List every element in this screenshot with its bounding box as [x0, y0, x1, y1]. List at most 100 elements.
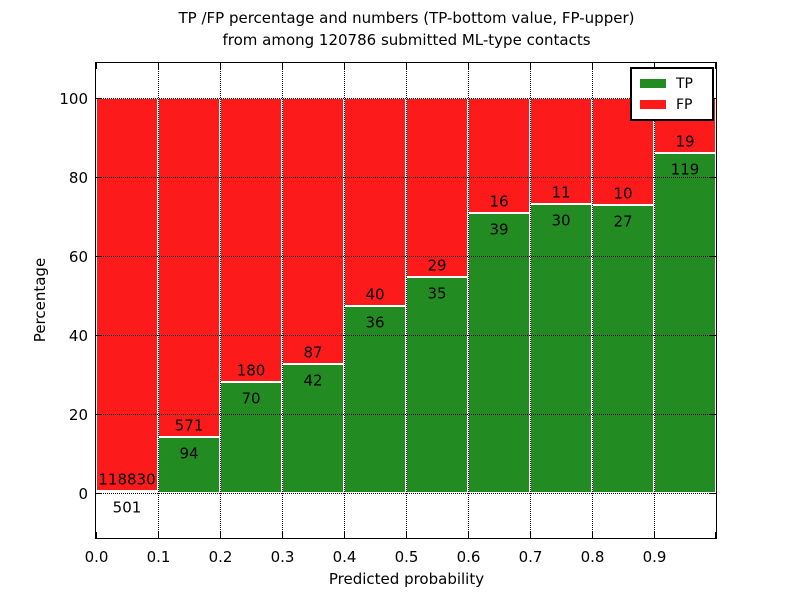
tp-count-label-0: 501: [112, 498, 142, 517]
bar-segment-tp-1: [158, 437, 220, 493]
fp-count-label-1: 571: [174, 416, 204, 435]
x-tick-bottom-10: [715, 532, 716, 538]
x-tick-label-0.3: 0.3: [270, 548, 295, 566]
x-tick-top-8: [592, 63, 593, 69]
x-tick-top-3: [282, 63, 283, 69]
bar-segment-tp-0: [96, 491, 158, 494]
legend: TP FP: [630, 67, 714, 121]
x-tick-top-9: [654, 63, 655, 69]
gridline-vertical-4: [344, 63, 345, 538]
bar-segment-tp-7: [530, 203, 592, 493]
y-tick-label-80: 80: [68, 168, 88, 187]
fp-count-label-8: 10: [613, 184, 633, 203]
x-tick-bottom-4: [344, 532, 345, 538]
bar-segment-fp-3: [282, 98, 344, 365]
fp-count-label-7: 11: [551, 183, 571, 202]
gridline-vertical-5: [406, 63, 407, 538]
gridline-horizontal-20: [96, 414, 716, 415]
tp-count-label-8: 27: [613, 212, 633, 231]
y-tick-right-60: [710, 256, 716, 257]
x-tick-bottom-3: [282, 532, 283, 538]
y-tick-label-100: 100: [59, 89, 88, 108]
fp-count-label-9: 19: [675, 132, 695, 150]
gridline-vertical-8: [592, 63, 593, 538]
y-tick-label-40: 40: [68, 326, 88, 345]
y-tick-label-20: 20: [68, 405, 88, 424]
x-tick-bottom-8: [592, 532, 593, 538]
x-tick-bottom-0: [96, 532, 97, 538]
y-tick-left-20: [96, 414, 102, 415]
x-tick-label-0.6: 0.6: [456, 548, 481, 566]
tp-count-label-7: 30: [551, 211, 571, 230]
gridline-horizontal-40: [96, 335, 716, 336]
gridline-vertical-7: [530, 63, 531, 538]
legend-label-tp: TP: [676, 75, 693, 92]
legend-swatch-tp: [640, 79, 666, 88]
chart-title-line1: TP /FP percentage and numbers (TP-bottom…: [178, 9, 635, 27]
tp-count-label-1: 94: [179, 444, 199, 463]
x-tick-label-0.1: 0.1: [146, 548, 171, 566]
gridline-vertical-6: [468, 63, 469, 538]
gridline-vertical-9: [654, 63, 655, 538]
x-tick-top-0: [96, 63, 97, 69]
x-tick-bottom-7: [530, 532, 531, 538]
bar-segment-tp-4: [344, 305, 406, 493]
chart-title: TP /FP percentage and numbers (TP-bottom…: [95, 7, 718, 51]
y-tick-right-20: [710, 414, 716, 415]
gridline-horizontal-0: [96, 493, 716, 494]
bar-segment-tp-5: [406, 276, 468, 493]
bar-segment-tp-3: [282, 364, 344, 493]
x-tick-bottom-6: [468, 532, 469, 538]
tp-count-label-6: 39: [489, 220, 509, 239]
y-tick-right-80: [710, 177, 716, 178]
x-tick-top-2: [220, 63, 221, 69]
gridline-vertical-2: [220, 63, 221, 538]
y-tick-label-60: 60: [68, 247, 88, 266]
fp-count-label-4: 40: [365, 285, 385, 304]
tp-count-label-2: 70: [241, 389, 261, 408]
gridline-horizontal-80: [96, 177, 716, 178]
legend-swatch-fp: [640, 100, 666, 109]
x-tick-bottom-1: [158, 532, 159, 538]
gridline-vertical-1: [158, 63, 159, 538]
tp-count-label-3: 42: [303, 371, 323, 390]
bar-segment-tp-9: [654, 152, 716, 493]
y-tick-right-40: [710, 335, 716, 336]
tp-count-label-9: 119: [670, 160, 700, 178]
tp-count-label-4: 36: [365, 313, 385, 332]
x-axis-label: Predicted probability: [328, 570, 485, 588]
x-tick-bottom-9: [654, 532, 655, 538]
y-tick-left-80: [96, 177, 102, 178]
tp-count-label-5: 35: [427, 284, 447, 303]
legend-entry-tp: TP: [640, 73, 706, 94]
gridline-horizontal-60: [96, 256, 716, 257]
bar-segment-fp-4: [344, 98, 406, 306]
y-tick-label-0: 0: [78, 484, 88, 503]
x-tick-label-0.5: 0.5: [394, 548, 419, 566]
x-tick-top-7: [530, 63, 531, 69]
x-tick-bottom-5: [406, 532, 407, 538]
bar-segment-fp-2: [220, 98, 282, 383]
x-tick-label-0.8: 0.8: [580, 548, 605, 566]
fp-count-label-6: 16: [489, 192, 509, 211]
x-tick-top-5: [406, 63, 407, 69]
bar-segment-fp-7: [530, 98, 592, 204]
count-labels-layer: 118830 501 571 94 180 70 87 42 40 36 29 35 16 39 11 30 1…: [96, 63, 716, 538]
x-tick-top-6: [468, 63, 469, 69]
bar-segment-fp-0: [96, 98, 158, 492]
fp-count-label-2: 180: [236, 361, 266, 380]
bar-segment-tp-8: [592, 204, 654, 493]
bars-layer: [96, 63, 716, 538]
x-tick-label-0.9: 0.9: [642, 548, 667, 566]
chart-title-line2: from among 120786 submitted ML-type cont…: [222, 31, 591, 49]
gridline-vertical-3: [282, 63, 283, 538]
x-tick-top-10: [715, 63, 716, 69]
y-tick-left-100: [96, 98, 102, 99]
legend-entry-fp: FP: [640, 94, 706, 115]
plot-area: 118830 501 571 94 180 70 87 42 40 36 29 35 16 39 11 30 1…: [95, 62, 717, 539]
fp-count-label-0: 118830: [98, 470, 156, 489]
y-tick-left-0: [96, 493, 102, 494]
gridline-horizontal-100: [96, 98, 716, 99]
y-axis-label: Percentage: [31, 257, 49, 343]
